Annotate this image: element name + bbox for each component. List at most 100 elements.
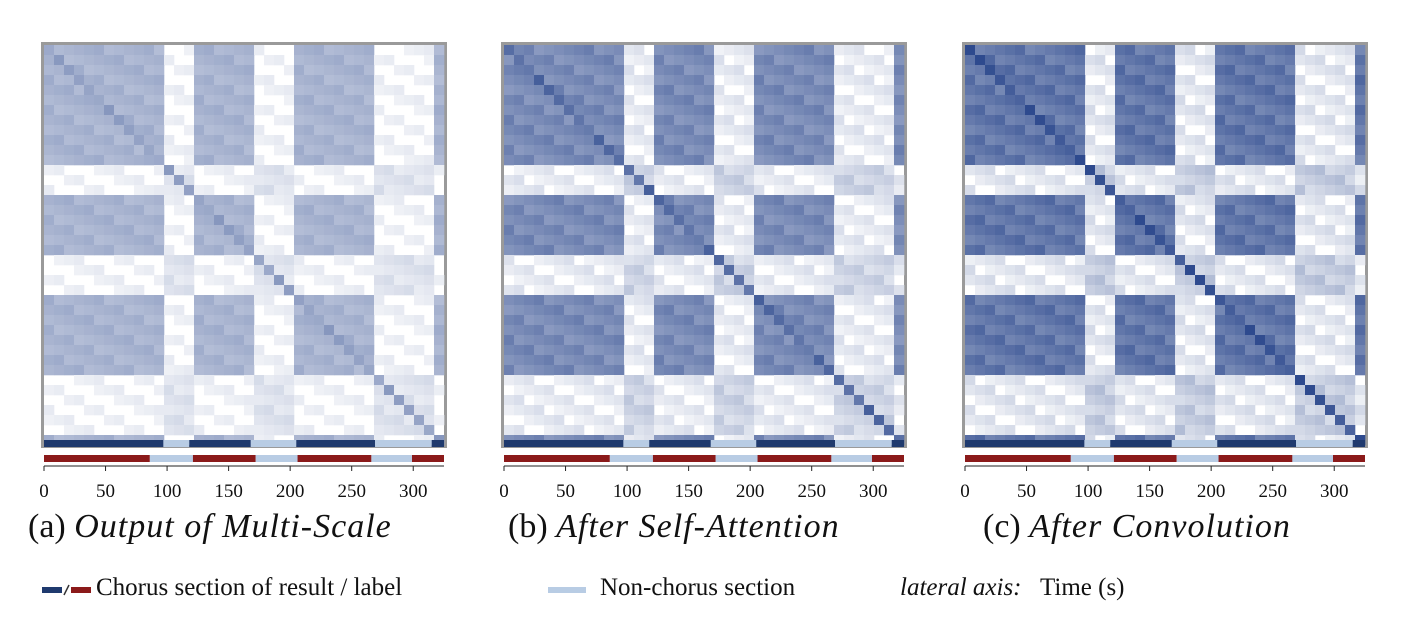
heatmap-cell — [1345, 125, 1356, 136]
heatmap-cell — [1355, 205, 1366, 216]
heatmap-cell — [654, 125, 665, 136]
heatmap-cell — [1075, 265, 1086, 276]
heatmap-cell — [894, 225, 905, 236]
heatmap-cell — [94, 335, 105, 346]
heatmap-cell — [804, 245, 815, 256]
heatmap-cell — [784, 45, 795, 56]
heatmap-cell — [1325, 165, 1336, 176]
heatmap-cell — [1265, 105, 1276, 116]
heatmap-cell — [254, 215, 265, 226]
heatmap-cell — [744, 255, 755, 266]
heatmap-cell — [824, 65, 835, 76]
heatmap-cell — [1225, 245, 1236, 256]
heatmap-cell — [1085, 285, 1096, 296]
heatmap-cell — [1325, 395, 1336, 406]
heatmap-cell — [424, 375, 435, 386]
heatmap-cell — [744, 225, 755, 236]
heatmap-cell — [124, 145, 135, 156]
heatmap-cell — [214, 165, 225, 176]
heatmap-cell — [774, 305, 785, 316]
heatmap-cell — [864, 145, 875, 156]
heatmap-cell — [784, 75, 795, 86]
heatmap-cell — [864, 185, 875, 196]
heatmap-cell — [1135, 75, 1146, 86]
heatmap-cell — [704, 45, 715, 56]
heatmap-cell — [1125, 245, 1136, 256]
heatmap-cell — [134, 145, 145, 156]
heatmap-cell — [804, 405, 815, 416]
heatmap-cell — [1175, 105, 1186, 116]
heatmap-cell — [744, 175, 755, 186]
heatmap-cell — [644, 225, 655, 236]
heatmap-cell — [1005, 155, 1016, 166]
heatmap-cell — [884, 75, 895, 86]
heatmap-cell — [1195, 365, 1206, 376]
heatmap-cell — [624, 245, 635, 256]
heatmap-cell — [1205, 255, 1216, 266]
heatmap-cell — [1005, 425, 1016, 436]
heatmap-cell — [884, 195, 895, 206]
heatmap-cell — [1115, 225, 1126, 236]
heatmap-cell — [975, 65, 986, 76]
heatmap-cell — [134, 395, 145, 406]
heatmap-cell — [1035, 285, 1046, 296]
heatmap-cell — [894, 345, 905, 356]
heatmap-cell — [1005, 125, 1016, 136]
heatmap-cell — [594, 145, 605, 156]
heatmap-cell — [704, 145, 715, 156]
heatmap-cell — [1005, 195, 1016, 206]
heatmap-cell — [224, 65, 235, 76]
heatmap-cell — [975, 45, 986, 56]
heatmap-cell — [1205, 115, 1216, 126]
heatmap-cell — [644, 355, 655, 366]
heatmap-cell — [1335, 315, 1346, 326]
heatmap-cell — [574, 105, 585, 116]
heatmap-cell — [874, 415, 885, 426]
heatmap-cell — [344, 305, 355, 316]
heatmap-cell — [114, 55, 125, 66]
heatmap-cell — [364, 325, 375, 336]
heatmap-cell — [754, 215, 765, 226]
heatmap-cell — [234, 365, 245, 376]
heatmap-cell — [1245, 385, 1256, 396]
heatmap-cell — [1305, 55, 1316, 66]
heatmap-cell — [814, 85, 825, 96]
heatmap-cell — [294, 155, 305, 166]
heatmap-cell — [344, 195, 355, 206]
heatmap-cell — [1195, 395, 1206, 406]
heatmap-cell — [1205, 145, 1216, 156]
heatmap-cell — [594, 175, 605, 186]
heatmap-cell — [1065, 145, 1076, 156]
heatmap-cell — [844, 75, 855, 86]
heatmap-cell — [1035, 195, 1046, 206]
heatmap-cell — [1255, 305, 1266, 316]
heatmap-cell — [254, 355, 265, 366]
heatmap-cell — [1095, 305, 1106, 316]
heatmap-cell — [1045, 355, 1056, 366]
heatmap-cell — [1065, 355, 1076, 366]
heatmap-cell — [514, 75, 525, 86]
heatmap-cell — [204, 305, 215, 316]
heatmap-cell — [1235, 235, 1246, 246]
heatmap-cell — [574, 425, 585, 436]
heatmap-cell — [534, 345, 545, 356]
heatmap-cell — [674, 425, 685, 436]
heatmap-cell — [94, 275, 105, 286]
heatmap-cell — [214, 65, 225, 76]
heatmap-cell — [1225, 95, 1236, 106]
heatmap-cell — [1195, 275, 1206, 286]
heatmap-cell — [734, 55, 745, 66]
heatmap-cell — [724, 175, 735, 186]
heatmap-cell — [124, 195, 135, 206]
heatmap-cell — [574, 215, 585, 226]
heatmap-cell — [674, 145, 685, 156]
heatmap-cell — [1305, 385, 1316, 396]
heatmap-cell — [614, 235, 625, 246]
heatmap-cell — [234, 155, 245, 166]
heatmap-cell — [975, 425, 986, 436]
heatmap-cell — [854, 175, 865, 186]
heatmap-cell — [64, 65, 75, 76]
heatmap-cell — [1295, 105, 1306, 116]
heatmap-cell — [664, 335, 675, 346]
heatmap-cell — [1125, 385, 1136, 396]
